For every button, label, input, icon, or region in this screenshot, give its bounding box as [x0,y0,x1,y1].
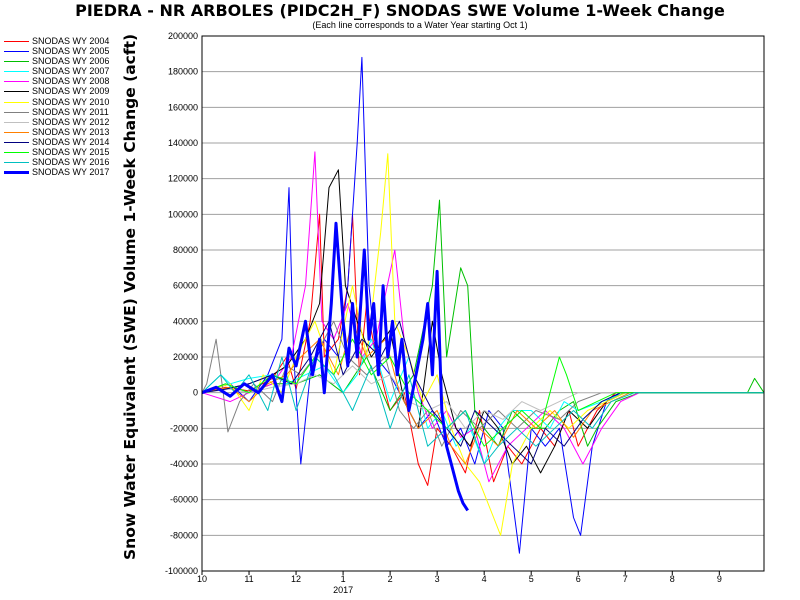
legend-item: SNODAS WY 2015 [4,147,126,157]
legend-swatch [4,111,29,113]
series-line-snodas-wy-2015 [201,338,764,447]
series-line-snodas-wy-2010 [201,153,764,536]
legend-item: SNODAS WY 2014 [4,137,126,147]
x-tick-label: 5 [529,574,534,584]
legend-label: SNODAS WY 2015 [32,147,110,158]
legend-item: SNODAS WY 2005 [4,46,126,56]
chart-subtitle: (Each line corresponds to a Water Year s… [312,20,528,30]
y-tick-label: 200000 [168,31,198,41]
legend-swatch [4,91,29,93]
legend-item: SNODAS WY 2006 [4,56,126,66]
legend-item: SNODAS WY 2004 [4,36,126,46]
y-tick-label: 160000 [168,102,198,112]
series-line-snodas-wy-2009 [201,169,764,474]
y-tick-label: -80000 [170,530,198,540]
y-tick-label: 80000 [173,245,198,255]
legend-swatch [4,61,29,63]
legend-swatch [4,121,29,123]
y-tick-label: 40000 [173,316,198,326]
plot-frame [201,35,765,572]
y-tick-label: 60000 [173,281,198,291]
series-line-snodas-wy-2016 [201,356,764,465]
chart-title: PIEDRA - NR ARBOLES (PIDC2H_F) SNODAS SW… [75,1,725,20]
legend-swatch [4,71,29,73]
legend-item: SNODAS WY 2008 [4,76,126,86]
x-tick-label: 11 [244,574,253,584]
x-tick-label: 1 [341,574,346,584]
legend: SNODAS WY 2004 SNODAS WY 2005 SNODAS WY 20… [4,36,126,177]
x-tick-label: 10 [197,574,207,584]
legend-label: SNODAS WY 2016 [32,157,110,168]
y-tick-label: 100000 [168,209,198,219]
y-tick-label: -100000 [165,566,198,576]
series-line-snodas-wy-2013 [201,320,764,465]
x-tick-label: 8 [670,574,675,584]
legend-label: SNODAS WY 2007 [32,66,110,77]
legend-label: SNODAS WY 2005 [32,46,110,57]
x-tick-label: 12 [291,574,301,584]
legend-swatch [4,41,29,42]
legend-label: SNODAS WY 2004 [32,36,110,46]
y-tick-label: -20000 [170,423,198,433]
y-tick-label: 180000 [168,67,198,77]
legend-item: SNODAS WY 2009 [4,86,126,96]
y-tick-label: -60000 [170,495,198,505]
x-year-label: 2017 [333,585,353,595]
series-line-snodas-wy-2017 [201,221,469,512]
legend-swatch [4,171,29,175]
legend-swatch [4,141,29,143]
legend-swatch [4,162,29,164]
legend-swatch [4,131,29,133]
x-tick-label: 2 [388,574,393,584]
y-tick-label: 0 [193,388,198,398]
tick-labels: -100000 -80000 -60000 -40000 -20000 0 20000 400… [165,31,722,595]
x-tick-label: 6 [576,574,581,584]
series-line-snodas-wy-2008 [201,151,764,483]
legend-item: SNODAS WY 2017 [4,167,126,177]
legend-label: SNODAS WY 2011 [32,106,109,117]
x-tick-label: 7 [623,574,628,584]
legend-item: SNODAS WY 2016 [4,157,126,167]
legend-swatch [4,81,29,83]
series-line-snodas-wy-2006 [201,199,765,447]
legend-item: SNODAS WY 2007 [4,66,126,76]
y-tick-label: 120000 [168,174,198,184]
legend-swatch [4,152,29,154]
x-tick-label: 3 [435,574,440,584]
legend-item: SNODAS WY 2011 [4,107,126,117]
x-tick-label: 4 [482,574,487,584]
legend-label: SNODAS WY 2017 [32,167,110,178]
legend-item: SNODAS WY 2010 [4,97,126,107]
legend-item: SNODAS WY 2012 [4,117,126,127]
y-tick-label: 20000 [173,352,198,362]
y-tick-label: 140000 [168,138,198,148]
legend-label: SNODAS WY 2009 [32,86,110,97]
legend-swatch [4,51,29,53]
legend-label: SNODAS WY 2010 [32,96,110,107]
series-line-snodas-wy-2014 [201,320,764,465]
series-lines [201,56,765,554]
legend-label: SNODAS WY 2014 [32,136,110,147]
series-line-snodas-wy-2005 [201,56,764,554]
legend-swatch [4,101,29,103]
legend-item: SNODAS WY 2013 [4,127,126,137]
x-tick-label: 9 [717,574,722,584]
y-tick-label: -40000 [170,459,198,469]
legend-label: SNODAS WY 2008 [32,76,110,87]
legend-label: SNODAS WY 2013 [32,126,110,137]
legend-label: SNODAS WY 2012 [32,116,110,127]
legend-label: SNODAS WY 2006 [32,56,110,67]
